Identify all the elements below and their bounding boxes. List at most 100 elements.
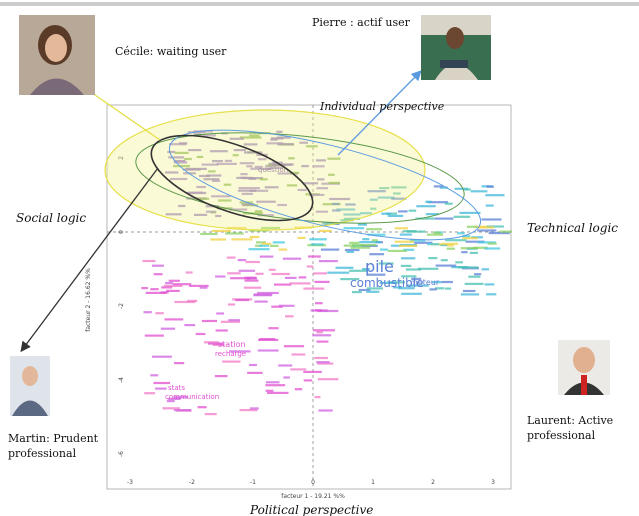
word-blob [265, 384, 286, 387]
x-tick-label: 1 [371, 479, 375, 486]
word-blob [189, 284, 209, 287]
y-tick-label: -2 [118, 303, 125, 309]
word-blob [499, 230, 512, 233]
word-blob [249, 363, 257, 367]
word-blob [282, 257, 302, 260]
word-blob [379, 281, 398, 284]
word-blob [165, 282, 173, 285]
word-blob [274, 283, 292, 286]
word-blob [294, 388, 303, 391]
word-blob [254, 300, 268, 303]
word-blob [170, 177, 188, 181]
word-blob [231, 238, 253, 241]
word-blob [196, 185, 206, 189]
word-blob [403, 248, 415, 251]
word-blob [228, 303, 235, 306]
word-blob [381, 212, 392, 215]
word-blob [226, 256, 236, 259]
word-blob [486, 225, 504, 228]
ticks: -3 -2 -1 0 1 2 3 2 0 -2 -4 -6 [118, 156, 495, 486]
word-blob [197, 406, 207, 409]
word-blob [335, 266, 354, 269]
word-blob [303, 379, 312, 382]
caption-martin: professional [8, 447, 77, 460]
word-blob [472, 246, 488, 249]
word-blob [144, 334, 164, 337]
x-tick-label: -2 [189, 479, 195, 486]
word-blob [178, 204, 186, 208]
word-blob [409, 239, 426, 242]
word-blob [317, 378, 339, 381]
word-blob [160, 327, 176, 330]
word-blob [194, 213, 208, 216]
word-blob [465, 240, 485, 243]
word-blob [291, 353, 306, 356]
word-blob [455, 261, 463, 264]
word-blob [178, 142, 188, 145]
word-blob [303, 287, 325, 290]
word-blob [350, 246, 371, 249]
word-blob [173, 159, 186, 163]
word-blob [316, 331, 323, 334]
word-blob [278, 248, 288, 251]
word-blob [174, 151, 189, 154]
word-blob [370, 207, 377, 210]
word-blob [267, 391, 289, 394]
word-blob [201, 163, 219, 166]
word-blob [166, 289, 180, 292]
word-blob [257, 214, 274, 217]
word-blob [434, 217, 454, 220]
word-blob [220, 320, 240, 323]
word-blob [184, 324, 196, 327]
word-blob [212, 343, 225, 346]
word-blob [173, 161, 188, 164]
logic-label: Technical logic [527, 221, 618, 235]
word-blob [276, 130, 283, 133]
word-blob [319, 229, 332, 232]
word-blob [215, 275, 226, 278]
word-blob [316, 159, 326, 162]
word-blob [316, 340, 329, 343]
word-blob [266, 142, 284, 145]
word-blob [358, 288, 371, 292]
word-blob [244, 279, 259, 282]
word-label: question [258, 166, 288, 174]
word-blob [352, 291, 362, 294]
perspective-label: Individual perspective [319, 100, 445, 113]
word-blob [344, 248, 360, 252]
word-blob [315, 309, 322, 312]
word-blob [446, 247, 455, 250]
word-blob [428, 257, 438, 260]
word-blob [468, 275, 481, 278]
word-blob [167, 150, 176, 154]
word-blob [351, 244, 363, 247]
word-blob [297, 188, 307, 192]
word-blob [173, 396, 188, 399]
word-blob [259, 338, 276, 341]
word-blob [233, 149, 246, 152]
word-blob [247, 371, 263, 374]
word-blob [314, 356, 328, 360]
word-label: station [218, 340, 246, 349]
word-blob [210, 238, 227, 241]
word-blob [394, 240, 414, 243]
word-blob [336, 208, 356, 211]
word-label: combustible [350, 276, 423, 290]
word-blob [401, 257, 416, 260]
word-blob [454, 187, 469, 190]
word-blob [349, 269, 368, 272]
word-blob [317, 309, 339, 313]
caption-pierre: Pierre : actif user [312, 16, 411, 29]
word-blob [322, 203, 341, 206]
word-blob [203, 341, 219, 344]
word-blob [237, 259, 247, 262]
word-blob [241, 203, 255, 206]
word-blob [259, 255, 274, 258]
word-blob [265, 389, 274, 392]
word-blob [394, 227, 408, 230]
word-blob [294, 226, 312, 229]
photo-pierre [421, 15, 491, 80]
word-blob [415, 217, 435, 220]
word-blob [169, 143, 187, 146]
word-blob [303, 182, 319, 185]
